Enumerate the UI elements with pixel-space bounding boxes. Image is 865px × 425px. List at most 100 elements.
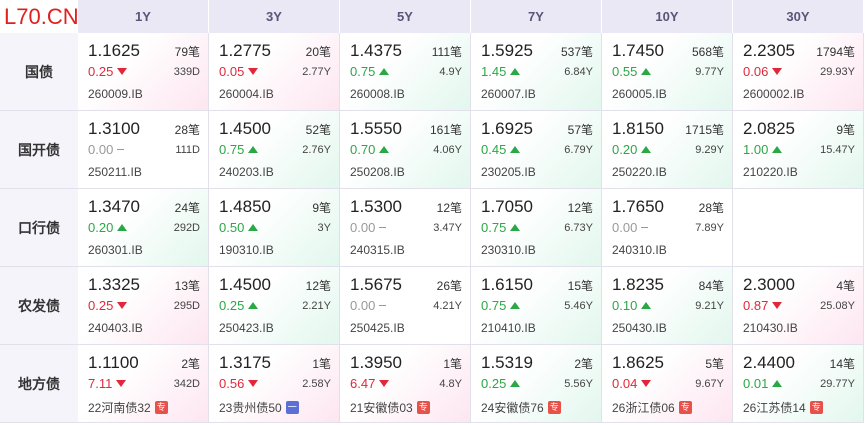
cell: 1.1625 79笔 0.25 339D 260009.IB: [78, 33, 209, 111]
change: 0.87: [743, 298, 783, 313]
trade-count: 14笔: [829, 357, 855, 371]
change-value: 0.45: [481, 142, 507, 157]
bond-code: 250425.IB: [350, 321, 405, 335]
term: 4.21Y: [433, 300, 462, 312]
code-text: 260009.IB: [88, 87, 143, 101]
change: 0.00: [88, 142, 125, 157]
yield: 1.5300: [350, 197, 402, 216]
bond-code: 2600002.IB: [743, 87, 804, 101]
yield: 1.7050: [481, 197, 533, 216]
yield: 2.4400: [743, 353, 795, 372]
change-value: 0.75: [219, 142, 245, 157]
row-label: 口行债: [0, 189, 78, 267]
term: 295D: [173, 300, 200, 312]
direction-icon: [641, 146, 652, 153]
trade-count: 161笔: [429, 123, 462, 137]
code-text: 210430.IB: [743, 321, 798, 335]
term: 3.47Y: [433, 222, 462, 234]
yield: 1.1100: [88, 353, 139, 372]
direction-icon: [641, 68, 652, 75]
change-value: 0.75: [350, 64, 376, 79]
bond-code: 250211.IB: [88, 165, 142, 179]
change-value: 0.00: [88, 142, 114, 157]
bond-code: 190310.IB: [219, 243, 274, 257]
trade-count: 12笔: [436, 201, 462, 215]
term: 5.46Y: [564, 300, 593, 312]
direction-icon: [379, 380, 390, 387]
trade-count: 111笔: [431, 45, 462, 59]
cell: 1.3325 13笔 0.25 295D 240403.IB: [78, 267, 209, 345]
trade-count: 12笔: [305, 279, 331, 293]
trade-count: 24笔: [174, 201, 200, 215]
trade-count: 84笔: [698, 279, 724, 293]
bond-code: 230205.IB: [481, 165, 536, 179]
cell: 2.3000 4笔 0.87 25.08Y 210430.IB: [733, 267, 864, 345]
code-text: 260301.IB: [88, 243, 143, 257]
change: 1.00: [743, 142, 783, 157]
direction-icon: [248, 68, 259, 75]
direction-icon: [117, 224, 128, 231]
bond-code: 24安徽债76 专: [481, 399, 561, 416]
direction-icon: [116, 380, 127, 387]
change: 0.75: [481, 298, 521, 313]
code-text: 260004.IB: [219, 87, 274, 101]
change-value: 0.55: [612, 64, 638, 79]
cell: 1.8150 1715笔 0.20 9.29Y 250220.IB: [602, 111, 733, 189]
bond-code: 23贵州债50 一: [219, 399, 299, 416]
term: 6.79Y: [564, 144, 593, 156]
cell: 2.2305 1794笔 0.06 29.93Y 2600002.IB: [733, 33, 864, 111]
change-value: 1.45: [481, 64, 507, 79]
direction-icon: [248, 224, 259, 231]
trade-count: 568笔: [691, 45, 724, 59]
change-value: 0.25: [88, 64, 114, 79]
direction-icon: [248, 146, 259, 153]
cell: 1.8235 84笔 0.10 9.21Y 250430.IB: [602, 267, 733, 345]
change: 0.01: [743, 376, 783, 391]
change: 0.75: [350, 64, 390, 79]
change-value: 0.75: [481, 298, 507, 313]
yield: 1.4375: [350, 41, 402, 60]
row-label: 地方债: [0, 345, 78, 423]
tag: 专: [678, 401, 692, 414]
change: 0.50: [219, 220, 259, 235]
cell: 1.5550 161笔 0.70 4.06Y 250208.IB: [340, 111, 471, 189]
yield: 1.6150: [481, 275, 533, 294]
change: 0.00: [612, 220, 649, 235]
change: 0.00: [350, 298, 387, 313]
term: 4.8Y: [439, 378, 462, 390]
change-value: 0.00: [612, 220, 638, 235]
direction-icon: [379, 146, 390, 153]
direction-icon: [510, 380, 521, 387]
term: 111D: [175, 144, 200, 156]
term: 2.58Y: [302, 378, 331, 390]
direction-icon: [117, 68, 128, 75]
term: 29.77Y: [820, 378, 855, 390]
direction-icon: [772, 146, 783, 153]
code-text: 260005.IB: [612, 87, 667, 101]
trade-count: 26笔: [436, 279, 462, 293]
trade-count: 28笔: [174, 123, 200, 137]
yield: 1.5550: [350, 119, 402, 138]
change-value: 0.00: [350, 298, 376, 313]
trade-count: 537笔: [560, 45, 593, 59]
column-header: 10Y: [602, 0, 733, 33]
logo: L70.CN: [0, 0, 79, 33]
yield: 1.8150: [612, 119, 664, 138]
row-label: 农发债: [0, 267, 78, 345]
cell: 1.7450 568笔 0.55 9.77Y 260005.IB: [602, 33, 733, 111]
change: 0.05: [219, 64, 259, 79]
column-header: 30Y: [733, 0, 864, 33]
term: 9.29Y: [695, 144, 724, 156]
trade-count: 2笔: [574, 357, 593, 371]
direction-icon: [248, 380, 259, 387]
direction-icon: [510, 68, 521, 75]
yield: 1.7450: [612, 41, 664, 60]
change-value: 0.25: [481, 376, 507, 391]
column-header: 7Y: [471, 0, 602, 33]
cell: 2.4400 14笔 0.01 29.77Y 26江苏债14 专: [733, 345, 864, 423]
trade-count: 2笔: [181, 357, 200, 371]
change: 7.11: [88, 376, 127, 391]
cell: 1.2775 20笔 0.05 2.77Y 260004.IB: [209, 33, 340, 111]
term: 3Y: [317, 222, 331, 234]
